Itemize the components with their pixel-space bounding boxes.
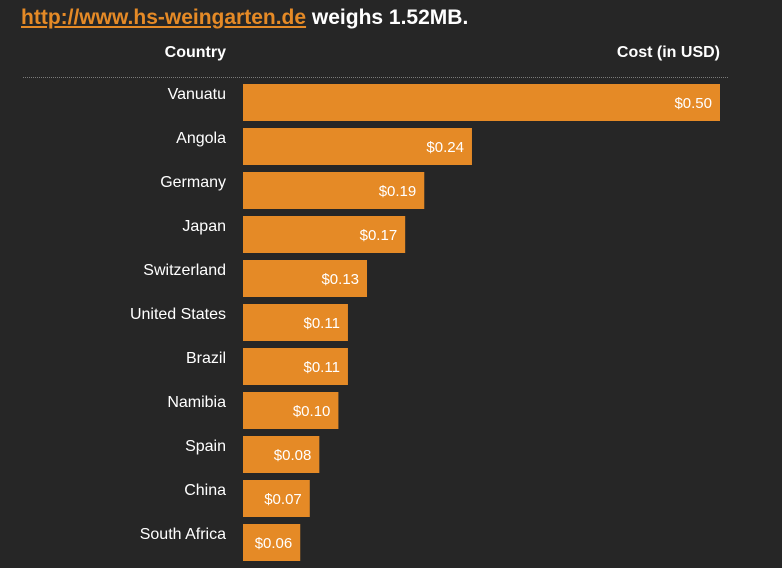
country-label: Germany bbox=[160, 174, 226, 191]
country-label: China bbox=[184, 482, 226, 499]
site-link[interactable]: http://www.hs-weingarten.de bbox=[21, 6, 307, 29]
country-column-header: Country bbox=[164, 44, 226, 61]
cost-value-label: $0.10 bbox=[293, 403, 331, 420]
cost-value-label: $0.50 bbox=[674, 95, 712, 112]
cost-value-label: $0.08 bbox=[274, 447, 312, 464]
cost-value-label: $0.17 bbox=[360, 227, 398, 244]
cost-bar bbox=[243, 524, 301, 561]
cost-bar bbox=[243, 260, 368, 297]
cost-bar bbox=[243, 216, 406, 253]
cost-bar bbox=[243, 480, 310, 517]
cost-value-label: $0.11 bbox=[304, 359, 340, 376]
cost-value-label: $0.13 bbox=[321, 271, 359, 288]
cost-bar bbox=[243, 304, 348, 341]
cost-value-label: $0.06 bbox=[255, 535, 293, 552]
cost-column-header: Cost (in USD) bbox=[616, 44, 720, 61]
country-label: Namibia bbox=[167, 394, 226, 411]
cost-bar bbox=[243, 436, 320, 473]
headline-weight-text: weighs 1.52MB. bbox=[306, 6, 469, 29]
country-label: Switzerland bbox=[143, 262, 226, 279]
header-divider bbox=[23, 77, 728, 78]
cost-bar bbox=[243, 172, 425, 209]
page-headline: http://www.hs-weingarten.de weighs 1.52M… bbox=[21, 5, 468, 31]
cost-value-label: $0.07 bbox=[264, 491, 302, 508]
country-label: Spain bbox=[185, 438, 226, 455]
country-label: Brazil bbox=[186, 350, 226, 367]
country-label: United States bbox=[130, 306, 226, 323]
cost-value-label: $0.19 bbox=[379, 183, 417, 200]
cost-bar bbox=[243, 348, 348, 385]
country-label: Japan bbox=[182, 218, 226, 235]
country-label: Angola bbox=[176, 130, 226, 147]
country-label: Vanuatu bbox=[168, 86, 226, 103]
cost-bar bbox=[243, 392, 339, 429]
cost-bar bbox=[243, 84, 720, 121]
cost-value-label: $0.11 bbox=[304, 315, 340, 332]
country-label: South Africa bbox=[140, 526, 226, 543]
cost-bar bbox=[243, 128, 472, 165]
cost-value-label: $0.24 bbox=[426, 139, 464, 156]
